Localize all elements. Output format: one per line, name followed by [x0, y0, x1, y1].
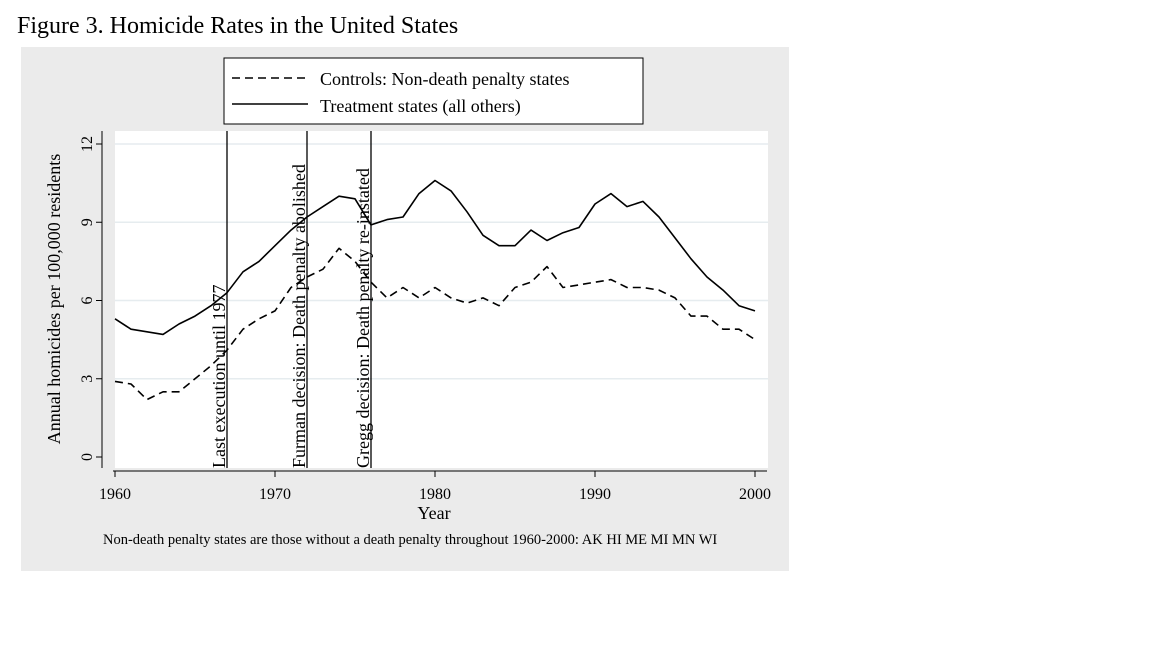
- plot-area: [115, 131, 768, 468]
- chart-note: Non-death penalty states are those witho…: [103, 532, 717, 548]
- legend-box: [223, 57, 644, 125]
- y-tick-label: 6: [79, 297, 96, 305]
- event-label: Furman decision: Death penalty abolished: [289, 164, 309, 468]
- x-tick-label: 1960: [99, 486, 131, 503]
- x-tick-label: 1980: [419, 486, 451, 503]
- legend: Controls: Non-death penalty states Treat…: [223, 57, 644, 125]
- event-lines: Last execution until 1977 Furman decision…: [209, 131, 373, 468]
- x-axis-label: Year: [417, 503, 450, 523]
- y-tick-label: 0: [79, 453, 96, 461]
- series-lines: [114, 179, 756, 401]
- grid-lines: [115, 143, 768, 380]
- legend-label-treatment: Treatment states (all others): [320, 96, 521, 117]
- y-tick-label: 9: [79, 218, 96, 226]
- x-ticks: 1960 1970 1980 1990 2000: [99, 471, 771, 503]
- legend-label-controls: Controls: Non-death penalty states: [320, 69, 569, 89]
- y-axis-label: Annual homicides per 100,000 residents: [44, 154, 64, 444]
- y-tick-label: 3: [79, 375, 96, 383]
- x-tick-label: 1990: [579, 486, 611, 503]
- x-tick-label: 2000: [739, 486, 771, 503]
- treatment-series-line: [114, 179, 756, 336]
- homicide-rates-chart: Last execution until 1977 Furman decision…: [44, 57, 771, 548]
- y-ticks: 0 3 6 9 12: [79, 136, 102, 461]
- chart-panel: Last execution until 1977 Furman decision…: [21, 47, 789, 571]
- y-tick-label: 12: [79, 136, 96, 152]
- controls-series-line: [114, 247, 756, 401]
- x-tick-label: 1970: [259, 486, 291, 503]
- axes: [101, 131, 767, 472]
- event-label: Gregg decision: Death penalty re-instate…: [353, 168, 373, 468]
- event-label: Last execution until 1977: [209, 285, 229, 468]
- figure-title: Figure 3. Homicide Rates in the United S…: [17, 13, 459, 39]
